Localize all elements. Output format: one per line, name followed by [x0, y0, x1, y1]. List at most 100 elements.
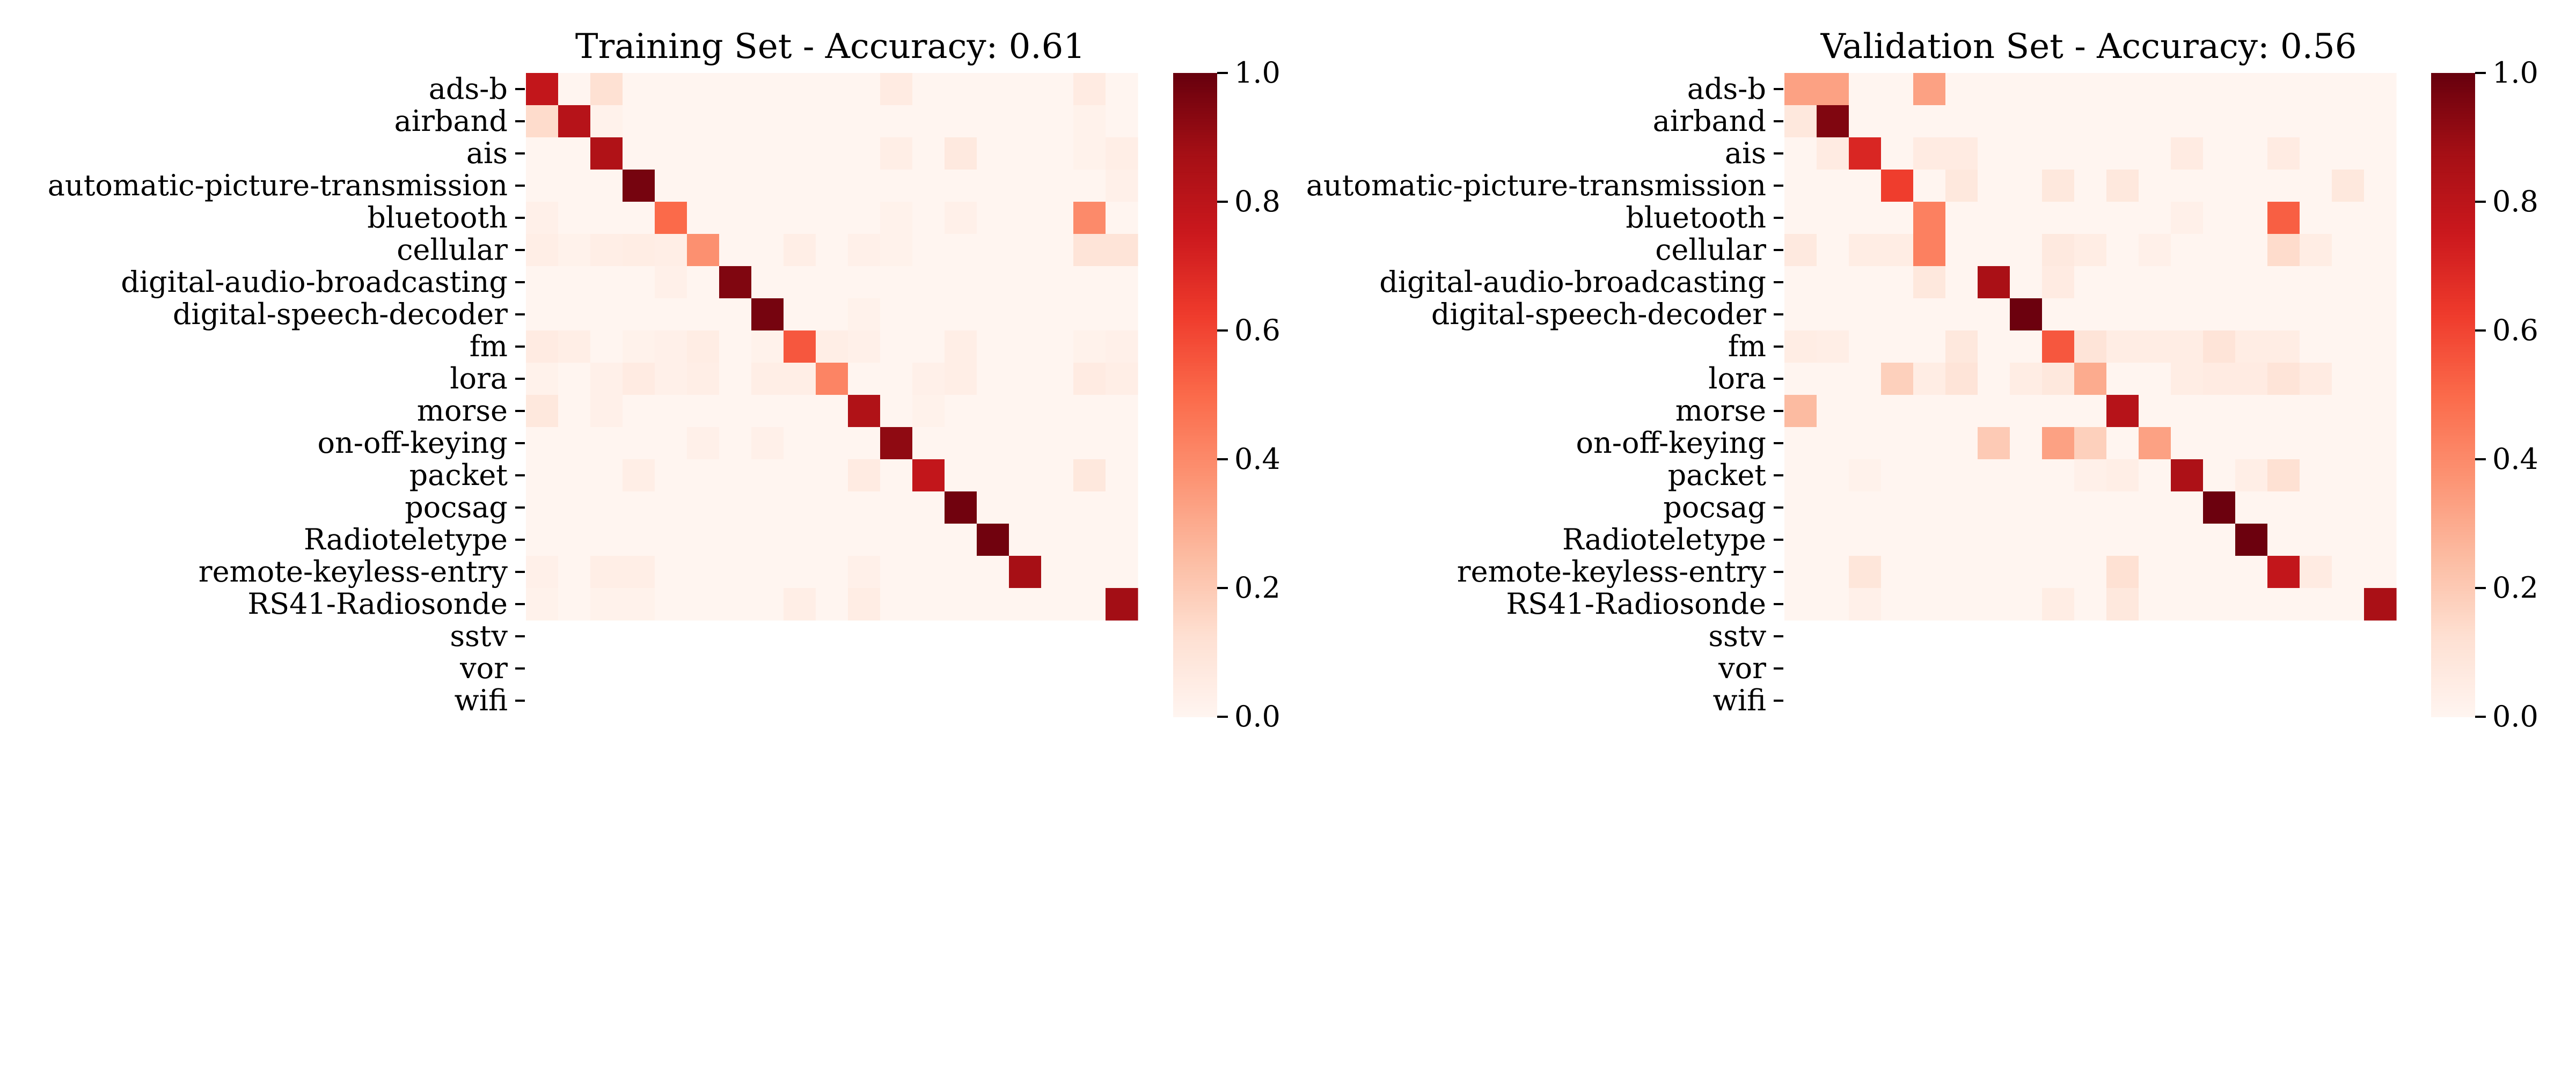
colorbar-gradient-step — [1173, 545, 1217, 548]
heatmap-cell — [2010, 137, 2043, 170]
colorbar-gradient-step — [2431, 347, 2475, 350]
colorbar-gradient-step — [1173, 148, 1217, 151]
colorbar-gradient-step — [2431, 164, 2475, 167]
heatmap-cell — [1106, 137, 1138, 170]
colorbar-gradient-step — [1173, 314, 1217, 318]
colorbar-gradient-step — [1173, 596, 1217, 599]
row-label: sstv — [1708, 619, 1766, 653]
colorbar-gradient-step — [2431, 196, 2475, 200]
heatmap-cell — [880, 427, 913, 460]
heatmap-cell — [2364, 234, 2397, 267]
heatmap-cell — [784, 298, 816, 331]
heatmap-cell — [655, 266, 687, 299]
heatmap-cell — [655, 298, 687, 331]
colorbar-gradient-step — [2431, 242, 2475, 245]
heatmap-cell — [1041, 105, 1074, 138]
heatmap-cell — [2171, 266, 2204, 299]
colorbar-gradient-step — [1173, 76, 1217, 79]
colorbar-gradient-step — [1173, 365, 1217, 369]
heatmap-cell — [2300, 491, 2332, 524]
colorbar-gradient-step — [1173, 599, 1217, 602]
heatmap-cell — [945, 105, 977, 138]
heatmap-cell — [2171, 330, 2204, 363]
heatmap-cell — [2171, 588, 2204, 621]
colorbar-gradient-step — [2431, 376, 2475, 379]
row-label: ads-b — [1687, 72, 1766, 106]
heatmap-cell — [1945, 105, 1978, 138]
heatmap-cell — [623, 427, 655, 460]
heatmap-cell — [2235, 202, 2268, 234]
heatmap-cell — [2364, 330, 2397, 363]
heatmap-cell — [1913, 137, 1946, 170]
heatmap-cell — [2139, 524, 2171, 556]
heatmap-cell — [655, 234, 687, 267]
colorbar-gradient-step — [2431, 671, 2475, 674]
heatmap-cell — [848, 524, 881, 556]
heatmap-cell — [2171, 491, 2204, 524]
heatmap-cell — [2139, 266, 2171, 299]
heatmap-cell — [784, 137, 816, 170]
heatmap-cell — [1817, 73, 1849, 106]
heatmap-cell — [623, 363, 655, 395]
heatmap-cell — [2171, 427, 2204, 460]
colorbar-gradient-step — [2431, 575, 2475, 578]
heatmap-cell — [687, 524, 720, 556]
colorbar-gradient-step — [2431, 124, 2475, 127]
colorbar-gradient-step — [2431, 231, 2475, 234]
heatmap-cell — [1849, 330, 1882, 363]
colorbar-gradient-step — [1173, 384, 1217, 387]
colorbar-gradient-step — [1173, 513, 1217, 516]
heatmap-cell — [1817, 363, 1849, 395]
colorbar-gradient-step — [2431, 556, 2475, 559]
heatmap-cell — [1041, 266, 1074, 299]
heatmap-cell — [558, 170, 591, 202]
colorbar-gradient-step — [1173, 371, 1217, 374]
heatmap-cell — [1913, 556, 1946, 589]
heatmap-cell — [1784, 202, 1817, 234]
colorbar-gradient-step — [1173, 290, 1217, 293]
heatmap-cell — [1978, 395, 2010, 428]
heatmap-cell — [1784, 363, 1817, 395]
heatmap-cell — [1073, 330, 1106, 363]
heatmap-cell — [590, 459, 623, 492]
heatmap-cell — [2106, 170, 2139, 202]
heatmap-cell — [2267, 330, 2300, 363]
colorbar-gradient-step — [1173, 419, 1217, 422]
heatmap-cell — [2106, 202, 2139, 234]
heatmap-cell — [623, 234, 655, 267]
row-label: lora — [1708, 362, 1766, 395]
heatmap-cell — [1817, 266, 1849, 299]
heatmap-cell — [590, 427, 623, 460]
heatmap-cell — [2267, 298, 2300, 331]
colorbar-gradient-step — [1173, 188, 1217, 192]
colorbar-gradient-step — [2431, 258, 2475, 261]
row-label: packet — [409, 458, 508, 492]
colorbar-gradient-step — [2431, 263, 2475, 267]
heatmap-cell — [623, 266, 655, 299]
colorbar-gradient-step — [1173, 508, 1217, 511]
colorbar-gradient-step — [2431, 178, 2475, 181]
colorbar-gradient-step — [2431, 127, 2475, 130]
colorbar-gradient-step — [2431, 229, 2475, 232]
row-label: airband — [1653, 104, 1766, 138]
heatmap-cell — [558, 588, 591, 621]
colorbar-gradient-step — [2431, 320, 2475, 323]
heatmap-cell — [784, 170, 816, 202]
heatmap-cell — [1073, 363, 1106, 395]
heatmap-cell — [1881, 556, 1914, 589]
row-label: morse — [417, 394, 508, 428]
heatmap-cell — [2010, 524, 2043, 556]
heatmap-cell — [1913, 298, 1946, 331]
heatmap-cell — [2267, 266, 2300, 299]
heatmap-cell — [687, 588, 720, 621]
row-label: digital-audio-broadcasting — [1379, 265, 1766, 299]
heatmap-cell — [2300, 459, 2332, 492]
heatmap-cell — [2171, 298, 2204, 331]
colorbar-gradient-step — [1173, 457, 1217, 460]
colorbar-gradient-step — [1173, 494, 1217, 497]
colorbar-gradient-step — [2431, 140, 2475, 143]
colorbar-gradient-step — [1173, 644, 1217, 648]
heatmap-cell — [526, 363, 559, 395]
colorbar-gradient-step — [1173, 387, 1217, 390]
heatmap-cell — [655, 427, 687, 460]
